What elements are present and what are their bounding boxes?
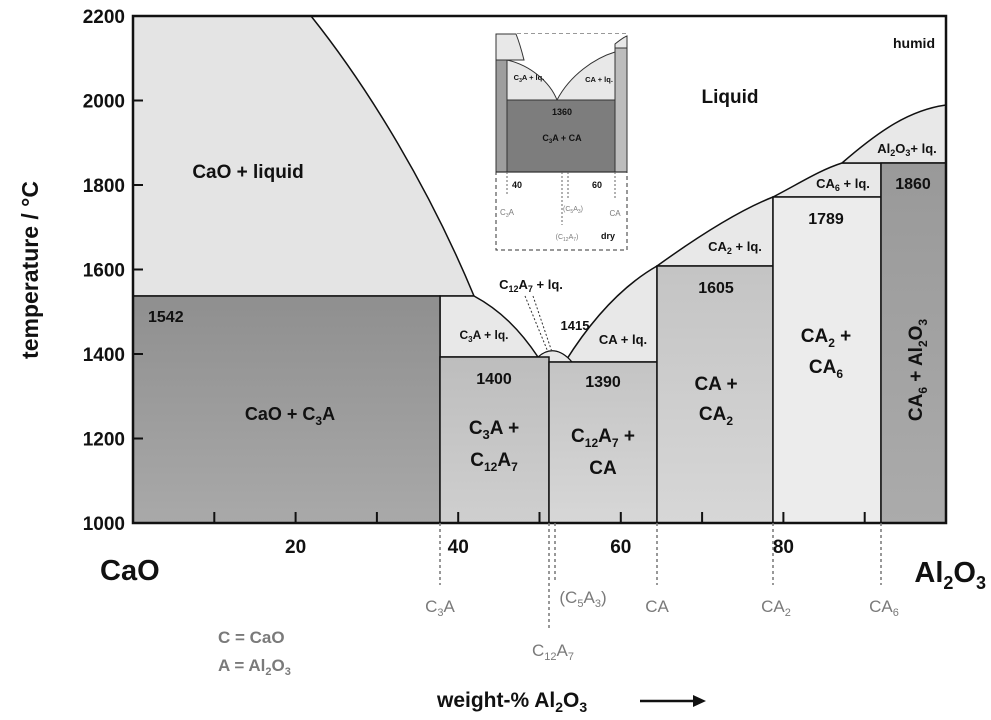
label-ca6-liquid: CA6 + lq. (816, 176, 870, 193)
label-1542: 1542 (148, 309, 184, 326)
y-tick-label: 1000 (83, 514, 125, 535)
label-cao-liquid: CaO + liquid (192, 162, 303, 183)
x-tick-label: 80 (773, 537, 794, 558)
label-liquid: Liquid (702, 87, 759, 108)
compound-c5a3: (C5A3) (559, 588, 606, 610)
y-tick-label: 1400 (83, 345, 125, 366)
y-tick-label: 1800 (83, 176, 125, 197)
inset-tick-60: 60 (592, 180, 602, 190)
pointer-line (532, 295, 553, 353)
svg-text:C3A + lq.: C3A + lq. (514, 73, 545, 84)
label-1390: 1390 (585, 374, 621, 391)
label-ca-liquid: CA + lq. (599, 332, 647, 347)
label-1789: 1789 (808, 211, 844, 228)
label-ca-ca2-1: CA + (694, 374, 737, 395)
label-1860: 1860 (895, 176, 931, 193)
label-ca6-al2o3: CA6 + Al2O3 (906, 319, 930, 422)
region-cao-liquid (132, 15, 476, 297)
svg-text:C3A + CA: C3A + CA (542, 133, 582, 145)
region-c3a-c12a7 (439, 356, 550, 524)
compound-c3a: C3A (425, 597, 455, 619)
label-1415: 1415 (561, 318, 590, 333)
compound-ca2: CA2 (761, 597, 791, 619)
compound-ca6: CA6 (869, 597, 899, 619)
end-label-cao: CaO (100, 555, 160, 587)
label-c3a-liquid: C3A + lq. (459, 328, 508, 344)
inset-dry-label: dry (601, 231, 615, 241)
y-axis-label: temperature / °C (17, 181, 43, 359)
y-tick-label: 2000 (83, 92, 125, 113)
x-tick-label: 40 (448, 537, 469, 558)
x-axis: 20 40 60 80 (213, 512, 866, 558)
svg-text:(C12A7): (C12A7) (556, 234, 579, 243)
label-1605: 1605 (698, 280, 734, 297)
region-c12a7-ca (548, 361, 658, 524)
end-label-al2o3: Al2O3 (914, 557, 986, 593)
label-c12a7-ca-2: CA (589, 458, 617, 479)
legend-a: A = Al2O3 (218, 656, 291, 678)
x-tick-label: 60 (610, 537, 631, 558)
label-ca2-liquid: CA2 + lq. (708, 239, 762, 256)
inset-dry: C3A + lq. CA + lq. 1360 C3A + CA 40 60 C… (495, 33, 628, 251)
label-1400: 1400 (476, 371, 512, 388)
x-tick-label: 20 (285, 537, 306, 558)
legend-c: C = CaO (218, 628, 285, 647)
svg-text:(C5A3): (C5A3) (563, 206, 583, 215)
x-axis-label: weight-% Al2O3 (436, 689, 587, 715)
compound-c12a7: C12A7 (532, 641, 574, 663)
region-ca2-ca6 (772, 196, 882, 524)
inset-temp: 1360 (552, 107, 572, 117)
y-tick-label: 1200 (83, 430, 125, 451)
y-tick-label: 2200 (83, 7, 125, 28)
svg-text:C3A: C3A (500, 208, 515, 219)
compound-ca: CA (645, 597, 669, 616)
label-ca2-ca6-1: CA2 + (801, 326, 852, 350)
label-c12a7-ca-1: C12A7 + (571, 426, 635, 450)
label-c3a-c12a7-1: C3A + (469, 418, 519, 442)
y-axis: 1000 1200 1400 1600 1800 2000 2200 (83, 7, 143, 535)
x-axis-arrow-head (693, 695, 706, 707)
inset-tick-40: 40 (512, 180, 522, 190)
y-tick-label: 1600 (83, 261, 125, 282)
svg-text:CA: CA (609, 209, 621, 218)
region-ca6-al2o3 (880, 162, 947, 524)
compound-lines (439, 523, 882, 630)
svg-text:CA + lq.: CA + lq. (585, 75, 613, 84)
label-humid: humid (893, 35, 935, 51)
